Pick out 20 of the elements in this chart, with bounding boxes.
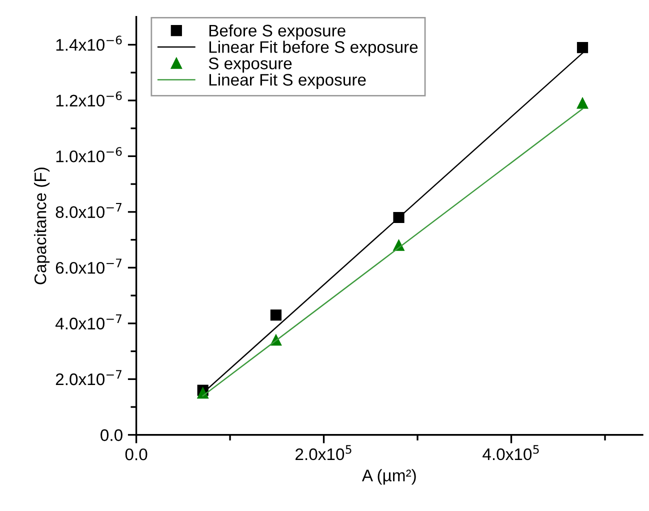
x-tick-label: 2.0x10$^{5}$ (296, 445, 352, 460)
y-tick-label: 1.4x10$^{−6}$ (56, 36, 122, 51)
point (576, 98, 588, 109)
y-tick-label: 6.0x10$^{−7}$ (56, 258, 122, 274)
legend-label: Linear Fit before S exposure (209, 40, 418, 56)
y-tick-label: 2.0x10$^{−7}$ (56, 370, 122, 386)
x-tick-label: 0.0 (125, 448, 148, 460)
y-tick-label: 1.0x10$^{−6}$ (56, 147, 122, 162)
point (270, 309, 282, 321)
legend-label: Linear Fit S exposure (209, 73, 366, 89)
legend-label: S exposure (208, 58, 292, 73)
x-axis-title: A (µm²) (362, 469, 416, 485)
x-tick-label: 4.0x10$^{5}$ (482, 445, 539, 460)
y-axis-title: Capacitance (F) (34, 168, 50, 284)
point (576, 42, 588, 54)
y-tick-label: 0.0 (100, 429, 122, 442)
legend-label: Before S exposure (209, 24, 346, 40)
y-tick-label: 8.0x10$^{−7}$ (56, 202, 122, 218)
y-tick-label: 1.2x10$^{−6}$ (56, 91, 122, 107)
y-tick-label: 4.0x10$^{−7}$ (55, 314, 122, 330)
